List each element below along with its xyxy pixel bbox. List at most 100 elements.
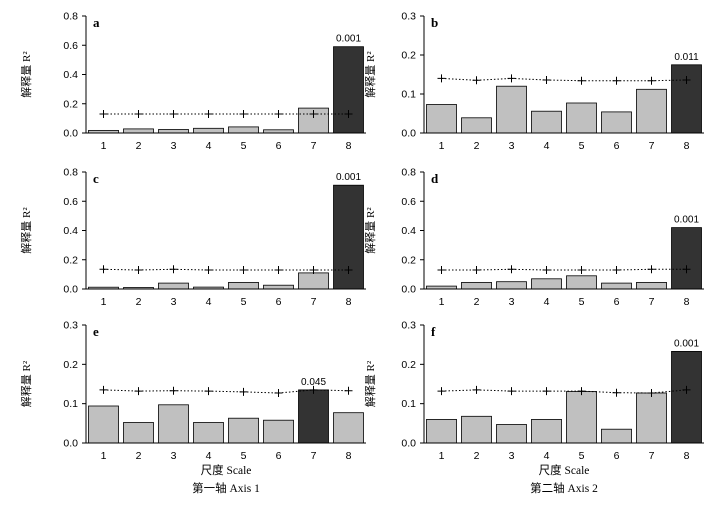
y-tick-label-b: 0.3 — [401, 11, 416, 23]
p-value-label-c: 0.001 — [336, 172, 361, 183]
bar-d-8 — [671, 227, 702, 290]
y-axis-label-a: 解释量 R² — [19, 51, 33, 98]
x-tick-label-f: 7 — [649, 450, 655, 462]
bar-f-8 — [671, 350, 702, 444]
threshold-marker-c-1 — [99, 265, 108, 274]
y-tick-label-b: 0.2 — [401, 50, 416, 62]
threshold-marker-b-1 — [437, 74, 446, 83]
bar-e-2 — [123, 422, 154, 444]
x-tick-label-b: 1 — [439, 140, 445, 152]
bar-f-6 — [601, 428, 632, 444]
p-value-label-d: 0.001 — [674, 215, 699, 226]
threshold-line-d — [441, 268, 687, 271]
threshold-marker-f-4 — [542, 387, 551, 396]
bar-d-7 — [636, 281, 667, 290]
y-tick-label-a: 0.8 — [63, 11, 78, 23]
threshold-marker-a-8 — [344, 110, 353, 118]
threshold-marker-d-4 — [542, 266, 551, 274]
x-tick-label-f: 8 — [684, 450, 690, 462]
y-tick-label-e: 0.1 — [63, 398, 78, 410]
bar-d-6 — [601, 282, 632, 290]
x-tick-label-c: 2 — [136, 296, 142, 308]
bar-a-4 — [193, 127, 224, 134]
y-axis-label-b: 解释量 R² — [363, 51, 377, 98]
y-tick-label-c: 0.2 — [63, 254, 78, 266]
threshold-marker-e-3 — [169, 386, 178, 395]
y-tick-label-a: 0.4 — [63, 69, 78, 81]
y-tick-label-e: 0.2 — [63, 359, 78, 371]
threshold-marker-f-1 — [437, 387, 446, 396]
x-tick-label-b: 5 — [579, 140, 585, 152]
y-tick-label-a: 0.2 — [63, 98, 78, 110]
x-tick-label-e: 6 — [276, 450, 282, 462]
threshold-marker-a-1 — [99, 110, 108, 118]
bar-b-8 — [671, 64, 702, 134]
threshold-marker-d-7 — [647, 265, 656, 274]
bar-f-1 — [426, 418, 457, 444]
threshold-line-f — [441, 389, 687, 394]
panel-letter-a: a — [93, 15, 100, 30]
bar-d-4 — [531, 278, 562, 290]
y-tick-label-c: 0.0 — [63, 284, 78, 296]
p-value-label-b: 0.011 — [674, 52, 699, 63]
x-tick-label-a: 1 — [101, 140, 107, 152]
x-tick-label-b: 3 — [509, 140, 515, 152]
x-axis-label-2: 尺度 Scale — [539, 463, 590, 477]
y-tick-label-f: 0.3 — [401, 320, 416, 332]
threshold-marker-d-8 — [682, 265, 691, 274]
threshold-marker-c-3 — [169, 265, 178, 274]
threshold-marker-c-6 — [274, 266, 283, 274]
bar-b-6 — [601, 111, 632, 134]
threshold-marker-b-8 — [682, 76, 691, 84]
x-tick-label-b: 4 — [544, 140, 550, 152]
x-tick-label-b: 6 — [614, 140, 620, 152]
x-tick-label-f: 5 — [579, 450, 585, 462]
bar-b-3 — [496, 85, 527, 134]
x-tick-label-f: 2 — [474, 450, 480, 462]
threshold-marker-f-7 — [647, 389, 656, 397]
y-tick-label-d: 0.6 — [401, 196, 416, 208]
x-tick-label-a: 6 — [276, 140, 282, 152]
x-tick-label-f: 6 — [614, 450, 620, 462]
threshold-marker-f-6 — [612, 388, 621, 397]
threshold-marker-b-7 — [647, 76, 656, 85]
x-tick-label-e: 3 — [171, 450, 177, 462]
bar-e-4 — [193, 422, 224, 444]
panel-letter-b: b — [431, 15, 438, 30]
threshold-marker-b-4 — [542, 76, 551, 84]
threshold-marker-e-8 — [344, 386, 353, 395]
x-tick-label-d: 3 — [509, 296, 515, 308]
threshold-marker-f-8 — [682, 385, 691, 394]
threshold-marker-e-1 — [99, 385, 108, 394]
bar-b-2 — [461, 117, 492, 134]
bar-a-5 — [228, 126, 259, 134]
x-tick-label-e: 1 — [101, 450, 107, 462]
x-tick-label-d: 6 — [614, 296, 620, 308]
threshold-marker-c-2 — [134, 266, 143, 274]
x-tick-label-c: 6 — [276, 296, 282, 308]
x-tick-label-a: 7 — [311, 140, 317, 152]
threshold-line-b — [441, 77, 687, 82]
bar-f-2 — [461, 415, 492, 444]
bar-e-3 — [158, 404, 189, 444]
x-tick-label-a: 3 — [171, 140, 177, 152]
y-tick-label-d: 0.2 — [401, 254, 416, 266]
x-tick-label-e: 4 — [206, 450, 212, 462]
threshold-marker-c-4 — [204, 266, 213, 274]
y-tick-label-d: 0.8 — [401, 167, 416, 179]
threshold-marker-f-3 — [507, 387, 516, 396]
threshold-marker-b-5 — [577, 76, 586, 85]
x-tick-label-e: 8 — [346, 450, 352, 462]
x-tick-label-d: 1 — [439, 296, 445, 308]
x-tick-label-b: 8 — [684, 140, 690, 152]
y-tick-label-c: 0.4 — [63, 225, 78, 237]
y-tick-label-d: 0.0 — [401, 284, 416, 296]
y-tick-label-b: 0.1 — [401, 89, 416, 101]
threshold-marker-e-4 — [204, 387, 213, 396]
bar-c-7 — [298, 272, 329, 290]
x-tick-label-d: 2 — [474, 296, 480, 308]
p-value-label-f: 0.001 — [674, 338, 699, 349]
threshold-marker-d-1 — [437, 266, 446, 274]
